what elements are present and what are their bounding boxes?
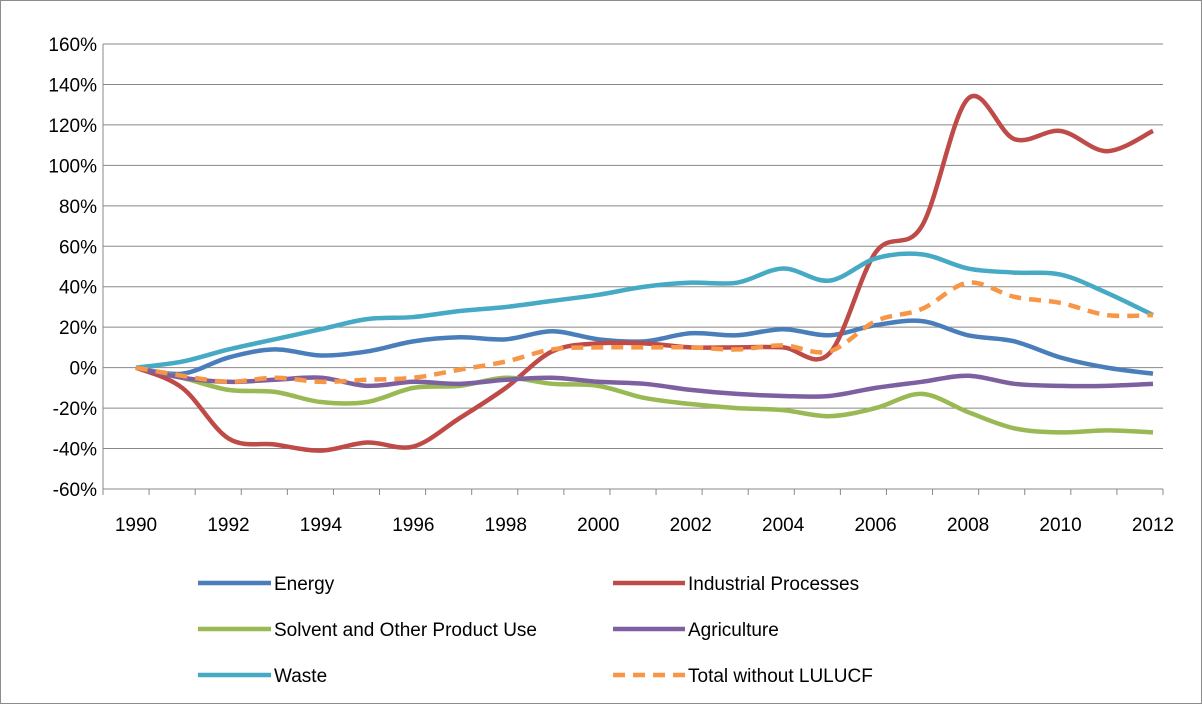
legend-label-total-without-lulucf: Total without LULUCF <box>688 666 873 687</box>
y-tick-label: 140% <box>48 75 97 96</box>
x-tick-label: 1998 <box>485 515 527 536</box>
x-tick-label: 2006 <box>854 515 896 536</box>
y-tick-label: 60% <box>59 237 97 258</box>
series-line-solvent-and-other-product-use <box>135 365 1154 435</box>
y-tick-label: 160% <box>48 35 97 56</box>
series-line-waste <box>135 251 1154 370</box>
series-line-industrial-processes <box>135 93 1155 453</box>
y-tick-label: 80% <box>59 197 97 218</box>
legend: Energy Industrial Processes Solvent and Ot… <box>198 574 873 687</box>
x-tick-label: 2000 <box>577 515 619 536</box>
legend-label-solvent-and-other-product-use: Solvent and Other Product Use <box>274 620 537 641</box>
x-tick-label: 1996 <box>392 515 434 536</box>
x-tick-label: 2002 <box>670 515 712 536</box>
series-line-energy <box>135 318 1154 377</box>
y-tick-label: 100% <box>48 156 97 177</box>
y-tick-label: 40% <box>59 278 97 299</box>
y-tick-label: -40% <box>53 440 97 461</box>
legend-label-waste: Waste <box>274 666 327 687</box>
y-tick-label: 20% <box>59 318 97 339</box>
legend-label-industrial-processes: Industrial Processes <box>688 574 859 595</box>
y-tick-label: 0% <box>70 359 98 380</box>
x-tick-label: 1992 <box>207 515 249 536</box>
x-tick-label: 1990 <box>115 515 157 536</box>
x-tick-label: 2010 <box>1039 515 1081 536</box>
x-tick-label: 1994 <box>300 515 343 536</box>
legend-label-energy: Energy <box>274 574 335 595</box>
series-line-agriculture <box>135 365 1154 399</box>
x-axis-tick-labels: 1990 1992 1994 1996 1998 2000 2002 2004 2006 2008… <box>115 515 1174 536</box>
y-axis-tick-labels: -60% -40% -20% 0% 20% 40% 60% 80% 100% 120% 140% 16… <box>48 35 97 501</box>
x-tick-label: 2008 <box>947 515 989 536</box>
series-lines <box>135 93 1155 453</box>
x-tick-label: 2004 <box>762 515 805 536</box>
y-tick-label: -20% <box>53 399 97 420</box>
y-tick-label: 120% <box>48 116 97 137</box>
y-tick-label: -60% <box>53 480 97 501</box>
legend-label-agriculture: Agriculture <box>688 620 779 641</box>
series-line-total-without-lulucf <box>135 280 1154 385</box>
x-tick-label: 2012 <box>1132 515 1174 536</box>
